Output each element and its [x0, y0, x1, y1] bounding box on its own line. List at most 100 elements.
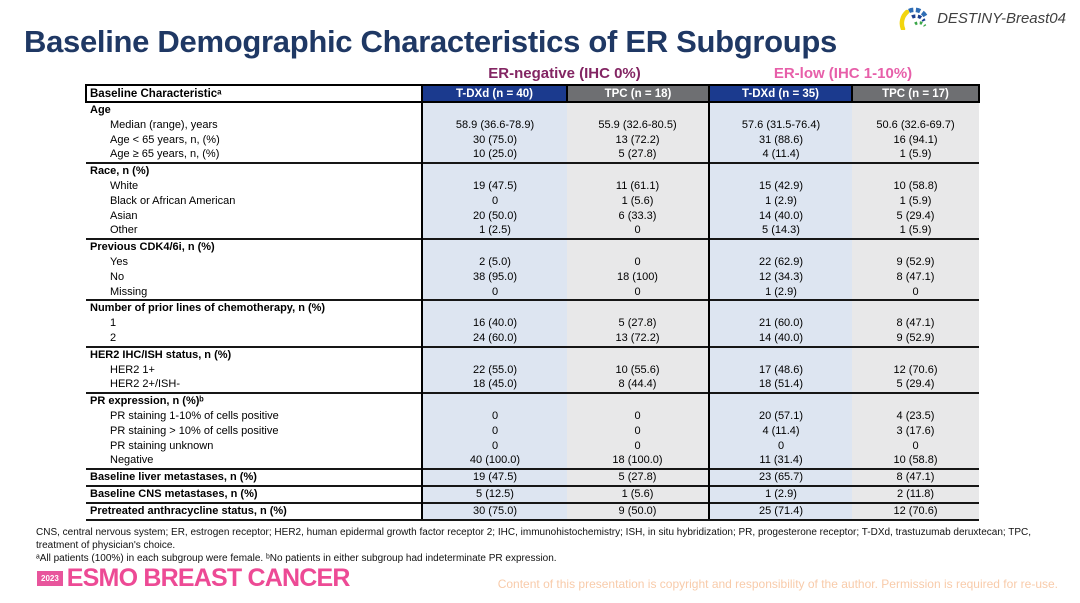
cell-value: 1 (5.6)	[567, 484, 709, 503]
row-label: Pretreated anthracycline status, n (%)	[86, 501, 422, 521]
cell-value	[567, 238, 709, 255]
cell-value: 5 (27.8)	[567, 316, 709, 331]
table-row: PR staining 1-10% of cells positive 0 0 20 …	[86, 408, 979, 424]
cell-value	[567, 345, 709, 363]
esmo-logo: 2023 ESMO BREAST CANCER	[37, 564, 350, 593]
cell-value: 18 (100)	[567, 269, 709, 285]
row-label: Baseline CNS metastases, n (%)	[86, 484, 422, 503]
row-label: Other	[86, 223, 422, 240]
cell-value	[852, 238, 979, 255]
cell-value	[567, 299, 709, 317]
cell-value: 1 (5.9)	[852, 223, 979, 240]
row-label: No	[86, 269, 422, 285]
cell-value: 1 (2.9)	[708, 193, 852, 209]
subgroup-header-row: ER-negative (IHC 0%) ER-low (IHC 1-10%)	[85, 63, 978, 83]
er-low-group-label: ER-low (IHC 1-10%)	[773, 65, 913, 82]
cell-value	[708, 299, 852, 317]
cell-value: 58.9 (36.6-78.9)	[421, 117, 567, 133]
cell-value: 18 (100.0)	[567, 453, 709, 470]
table-row: Median (range), years 58.9 (36.6-78.9) 55.…	[86, 117, 979, 133]
row-label: PR staining unknown	[86, 438, 422, 454]
cell-value	[421, 238, 567, 255]
table-row: HER2 1+ 22 (55.0) 10 (55.6) 17 (48.6) 12 (70…	[86, 362, 979, 378]
cell-value: 50.6 (32.6-69.7)	[852, 117, 979, 133]
cell-value: 10 (55.6)	[567, 362, 709, 378]
copyright-notice: Content of this presentation is copyrigh…	[497, 577, 1058, 591]
cell-value	[708, 101, 852, 118]
page-title: Baseline Demographic Characteristics of …	[24, 24, 837, 59]
cell-value: 0	[421, 438, 567, 454]
cell-value: 2 (5.0)	[421, 254, 567, 270]
er-negative-group-label: ER-negative (IHC 0%)	[488, 65, 641, 82]
cell-value: 0	[567, 408, 709, 424]
cell-value: 10 (58.8)	[852, 453, 979, 470]
cell-value: 8 (47.1)	[852, 468, 979, 486]
row-label: Age < 65 years, n, (%)	[86, 132, 422, 148]
row-label: Asian	[86, 208, 422, 224]
cell-value: 31 (88.6)	[708, 132, 852, 148]
table-row: White 19 (47.5) 11 (61.1) 15 (42.9) 10 (58.8…	[86, 178, 979, 194]
cell-value: 0	[708, 438, 852, 454]
column-header-tdxd-er-negative: T-DXd (n = 40)	[421, 84, 568, 103]
cell-value: 30 (75.0)	[421, 132, 567, 148]
cell-value	[567, 162, 709, 179]
table-row: Missing 0 0 1 (2.9) 0	[86, 284, 979, 301]
cell-value: 1 (5.9)	[852, 193, 979, 209]
cell-value: 23 (65.7)	[708, 468, 852, 486]
row-label: Black or African American	[86, 193, 422, 209]
footnotes: CNS, central nervous system; ER, estroge…	[36, 526, 1056, 565]
cell-value: 0	[421, 423, 567, 439]
cell-value	[421, 162, 567, 179]
table-body: Age Median (range), years 58.9 (36.6-78.9)…	[86, 101, 979, 521]
row-label: 2	[86, 330, 422, 347]
cell-value: 10 (58.8)	[852, 178, 979, 194]
cell-value: 0	[567, 284, 709, 301]
cell-value: 13 (72.2)	[567, 330, 709, 347]
cell-value: 11 (31.4)	[708, 453, 852, 470]
table-row: Black or African American 0 1 (5.6) 1 (2.9)…	[86, 193, 979, 209]
cell-value: 0	[567, 254, 709, 270]
abbreviations-footnote: CNS, central nervous system; ER, estroge…	[36, 526, 1032, 551]
cell-value: 4 (11.4)	[708, 423, 852, 439]
cell-value: 0	[567, 423, 709, 439]
cell-value: 0	[567, 223, 709, 240]
cell-value	[708, 392, 852, 409]
cell-value: 5 (12.5)	[421, 484, 567, 503]
cell-value: 38 (95.0)	[421, 269, 567, 285]
cell-value: 21 (60.0)	[708, 316, 852, 331]
table-row: Negative 40 (100.0) 18 (100.0) 11 (31.4) 10 …	[86, 453, 979, 470]
table-row: No 38 (95.0) 18 (100) 12 (34.3) 8 (47.1)	[86, 269, 979, 285]
cell-value: 3 (17.6)	[852, 423, 979, 439]
table-row: Other 1 (2.5) 0 5 (14.3) 1 (5.9)	[86, 223, 979, 240]
cell-value: 2 (11.8)	[852, 484, 979, 503]
cell-value: 9 (52.9)	[852, 254, 979, 270]
table-row: HER2 2+/ISH- 18 (45.0) 8 (44.4) 18 (51.4) 5 …	[86, 377, 979, 394]
cell-value: 1 (2.9)	[708, 284, 852, 301]
column-header-tdxd-er-low: T-DXd (n = 35)	[708, 84, 853, 103]
cell-value: 17 (48.6)	[708, 362, 852, 378]
cell-value: 1 (5.6)	[567, 193, 709, 209]
baseline-characteristics-table: Baseline Characteristicᵃ T-DXd (n = 40) …	[85, 84, 980, 521]
cell-value: 0	[421, 193, 567, 209]
table-row: Baseline CNS metastases, n (%) 5 (12.5) 1 …	[86, 484, 979, 503]
row-label: White	[86, 178, 422, 194]
row-label: PR staining 1-10% of cells positive	[86, 408, 422, 424]
table-row: PR staining > 10% of cells positive 0 0 4 (…	[86, 423, 979, 439]
cell-value: 40 (100.0)	[421, 453, 567, 470]
cell-value: 8 (44.4)	[567, 377, 709, 394]
table-row: Age < 65 years, n, (%) 30 (75.0) 13 (72.2)…	[86, 132, 979, 148]
cell-value: 12 (70.6)	[852, 501, 979, 521]
cell-value: 16 (40.0)	[421, 316, 567, 331]
cell-value: 16 (94.1)	[852, 132, 979, 148]
cell-value: 8 (47.1)	[852, 316, 979, 331]
cell-value	[567, 101, 709, 118]
cell-value: 0	[421, 408, 567, 424]
row-label: Yes	[86, 254, 422, 270]
table-row: Previous CDK4/6i, n (%)	[86, 238, 979, 255]
table-row: PR staining unknown 0 0 0 0	[86, 438, 979, 454]
row-label: PR staining > 10% of cells positive	[86, 423, 422, 439]
column-header-tpc-er-negative: TPC (n = 18)	[566, 84, 710, 103]
cell-value: 5 (27.8)	[567, 147, 709, 164]
destiny-fan-arcs-icon	[899, 7, 929, 30]
